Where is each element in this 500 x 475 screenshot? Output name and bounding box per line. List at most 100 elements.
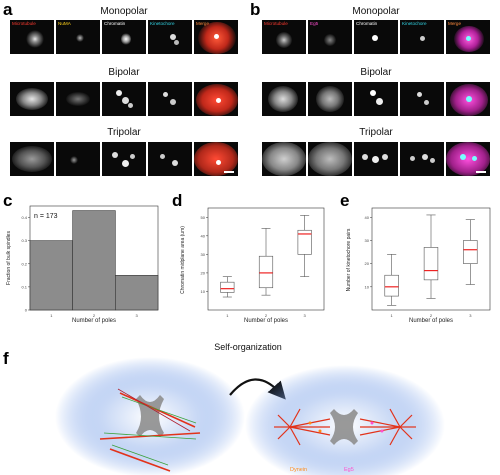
y-tick-label: 10	[201, 289, 206, 294]
image-tile	[102, 142, 146, 176]
y-tick-label: 0.4	[21, 215, 27, 220]
chromatin-icon	[136, 395, 164, 437]
image-tile	[102, 82, 146, 116]
x-tick-label: 3	[136, 313, 139, 318]
image-tile	[446, 82, 490, 116]
legend-eg5: Eg5	[344, 467, 354, 473]
channel-label: Merge	[196, 21, 210, 26]
chart-e-xlabel: Number of poles	[409, 318, 453, 324]
channel-label: Kinetochore	[150, 21, 175, 26]
x-tick-label: 2	[93, 313, 96, 318]
microtubule-bundles-left	[99, 388, 201, 472]
panel-b-row-monopolar: Microtubule Eg5 Chromatin Kinetochore Me…	[262, 20, 490, 54]
row-title-monopolar-b: Monopolar	[352, 6, 400, 17]
bar	[72, 210, 116, 311]
box	[463, 240, 478, 264]
x-tick-label: 1	[391, 313, 394, 318]
row-title-tripolar-a: Tripolar	[107, 127, 141, 138]
image-tile	[194, 82, 238, 116]
spindle-aster-right	[359, 408, 416, 446]
image-tile	[262, 82, 306, 116]
chart-e-ylabel: Number of kinetochore pairs	[346, 228, 352, 291]
image-tile: Microtubule	[10, 20, 54, 54]
panel-a-row-tripolar	[10, 142, 238, 176]
image-tile	[10, 142, 54, 176]
row-title-monopolar-a: Monopolar	[100, 6, 148, 17]
y-tick-label: 20	[201, 270, 206, 275]
chart-d-xlabel: Number of poles	[244, 318, 288, 324]
image-tile: Merge	[446, 20, 490, 54]
image-tile	[262, 142, 306, 176]
channel-label: Merge	[448, 21, 462, 26]
y-tick-label: 10	[365, 284, 370, 289]
chart-e: 10 20 30 40 1 2 3 Number of poles Number of k…	[346, 207, 491, 324]
image-tile: Kinetochore	[148, 20, 192, 54]
box	[220, 281, 235, 293]
row-title-tripolar-b: Tripolar	[359, 127, 393, 138]
channel-label: Eg5	[310, 21, 319, 26]
image-tile	[400, 82, 444, 116]
schematic-f: Self-organization Dynein Eg5	[55, 342, 445, 475]
row-title-bipolar-a: Bipolar	[108, 67, 140, 78]
y-tick-label: 0.2	[21, 261, 27, 266]
y-tick-label: 0	[25, 308, 28, 313]
box	[384, 274, 399, 297]
chart-c-annotation: n = 173	[34, 213, 58, 220]
panel-label-a: a	[3, 0, 13, 19]
image-tile: Microtubule	[262, 20, 306, 54]
arrow-label: Self-organization	[214, 342, 282, 352]
image-tile	[308, 142, 352, 176]
chart-e-frame	[371, 207, 491, 311]
image-tile: Merge	[194, 20, 238, 54]
panel-label-b: b	[250, 0, 261, 19]
panel-label-c: c	[3, 191, 13, 210]
image-tile	[446, 142, 490, 176]
panel-b-row-bipolar	[262, 82, 490, 116]
panel-a-row-bipolar	[10, 82, 238, 116]
image-tile: NuMA	[56, 20, 100, 54]
y-tick-label: 0.1	[21, 284, 27, 289]
y-tick-label: 40	[365, 215, 370, 220]
row-title-bipolar-b: Bipolar	[360, 67, 392, 78]
chart-d: 10 20 30 40 50 1 2 3 Number of poles Chromatin…	[180, 207, 325, 324]
x-tick-label: 2	[265, 313, 268, 318]
image-tile	[10, 82, 54, 116]
bar	[115, 275, 159, 311]
panel-b-row-tripolar	[262, 142, 490, 176]
channel-label: Chromatin	[104, 21, 126, 26]
chart-c-ylabel: Fraction of bulk spindles	[6, 231, 12, 285]
chart-d-ylabel: Chromatin midplane area (um)	[180, 226, 186, 294]
x-tick-label: 1	[226, 313, 229, 318]
y-tick-label: 30	[365, 238, 370, 243]
box	[423, 247, 439, 281]
box	[258, 255, 274, 289]
box	[297, 229, 312, 255]
image-tile	[148, 142, 192, 176]
chart-c: n = 173 0 0.1 0.2 0.3 0.4 1 2 3 Number of pole…	[6, 205, 159, 324]
panel-label-e: e	[340, 191, 350, 210]
chromatin-icon	[330, 409, 358, 445]
image-tile	[56, 82, 100, 116]
channel-label: Microtubule	[12, 21, 36, 26]
image-tile: Kinetochore	[400, 20, 444, 54]
image-tile	[194, 142, 238, 176]
panel-a-row-monopolar: Microtubule NuMA Chromatin Kinetochore M…	[10, 20, 238, 54]
chart-c-xlabel: Number of poles	[72, 318, 116, 324]
legend-dynein: Dynein	[290, 467, 307, 473]
panel-label-f: f	[3, 349, 9, 368]
channel-label: Chromatin	[356, 21, 378, 26]
image-tile	[354, 142, 398, 176]
channel-label: NuMA	[58, 21, 71, 26]
image-tile	[354, 82, 398, 116]
x-tick-label: 3	[304, 313, 307, 318]
channel-label: Kinetochore	[402, 21, 427, 26]
image-tile	[56, 142, 100, 176]
scale-bar	[224, 171, 234, 173]
bar	[29, 240, 73, 311]
motor-markers	[308, 421, 384, 433]
channel-label: Microtubule	[264, 21, 288, 26]
image-tile	[400, 142, 444, 176]
image-tile	[308, 82, 352, 116]
panel-label-d: d	[172, 191, 183, 210]
image-tile: Eg5	[308, 20, 352, 54]
